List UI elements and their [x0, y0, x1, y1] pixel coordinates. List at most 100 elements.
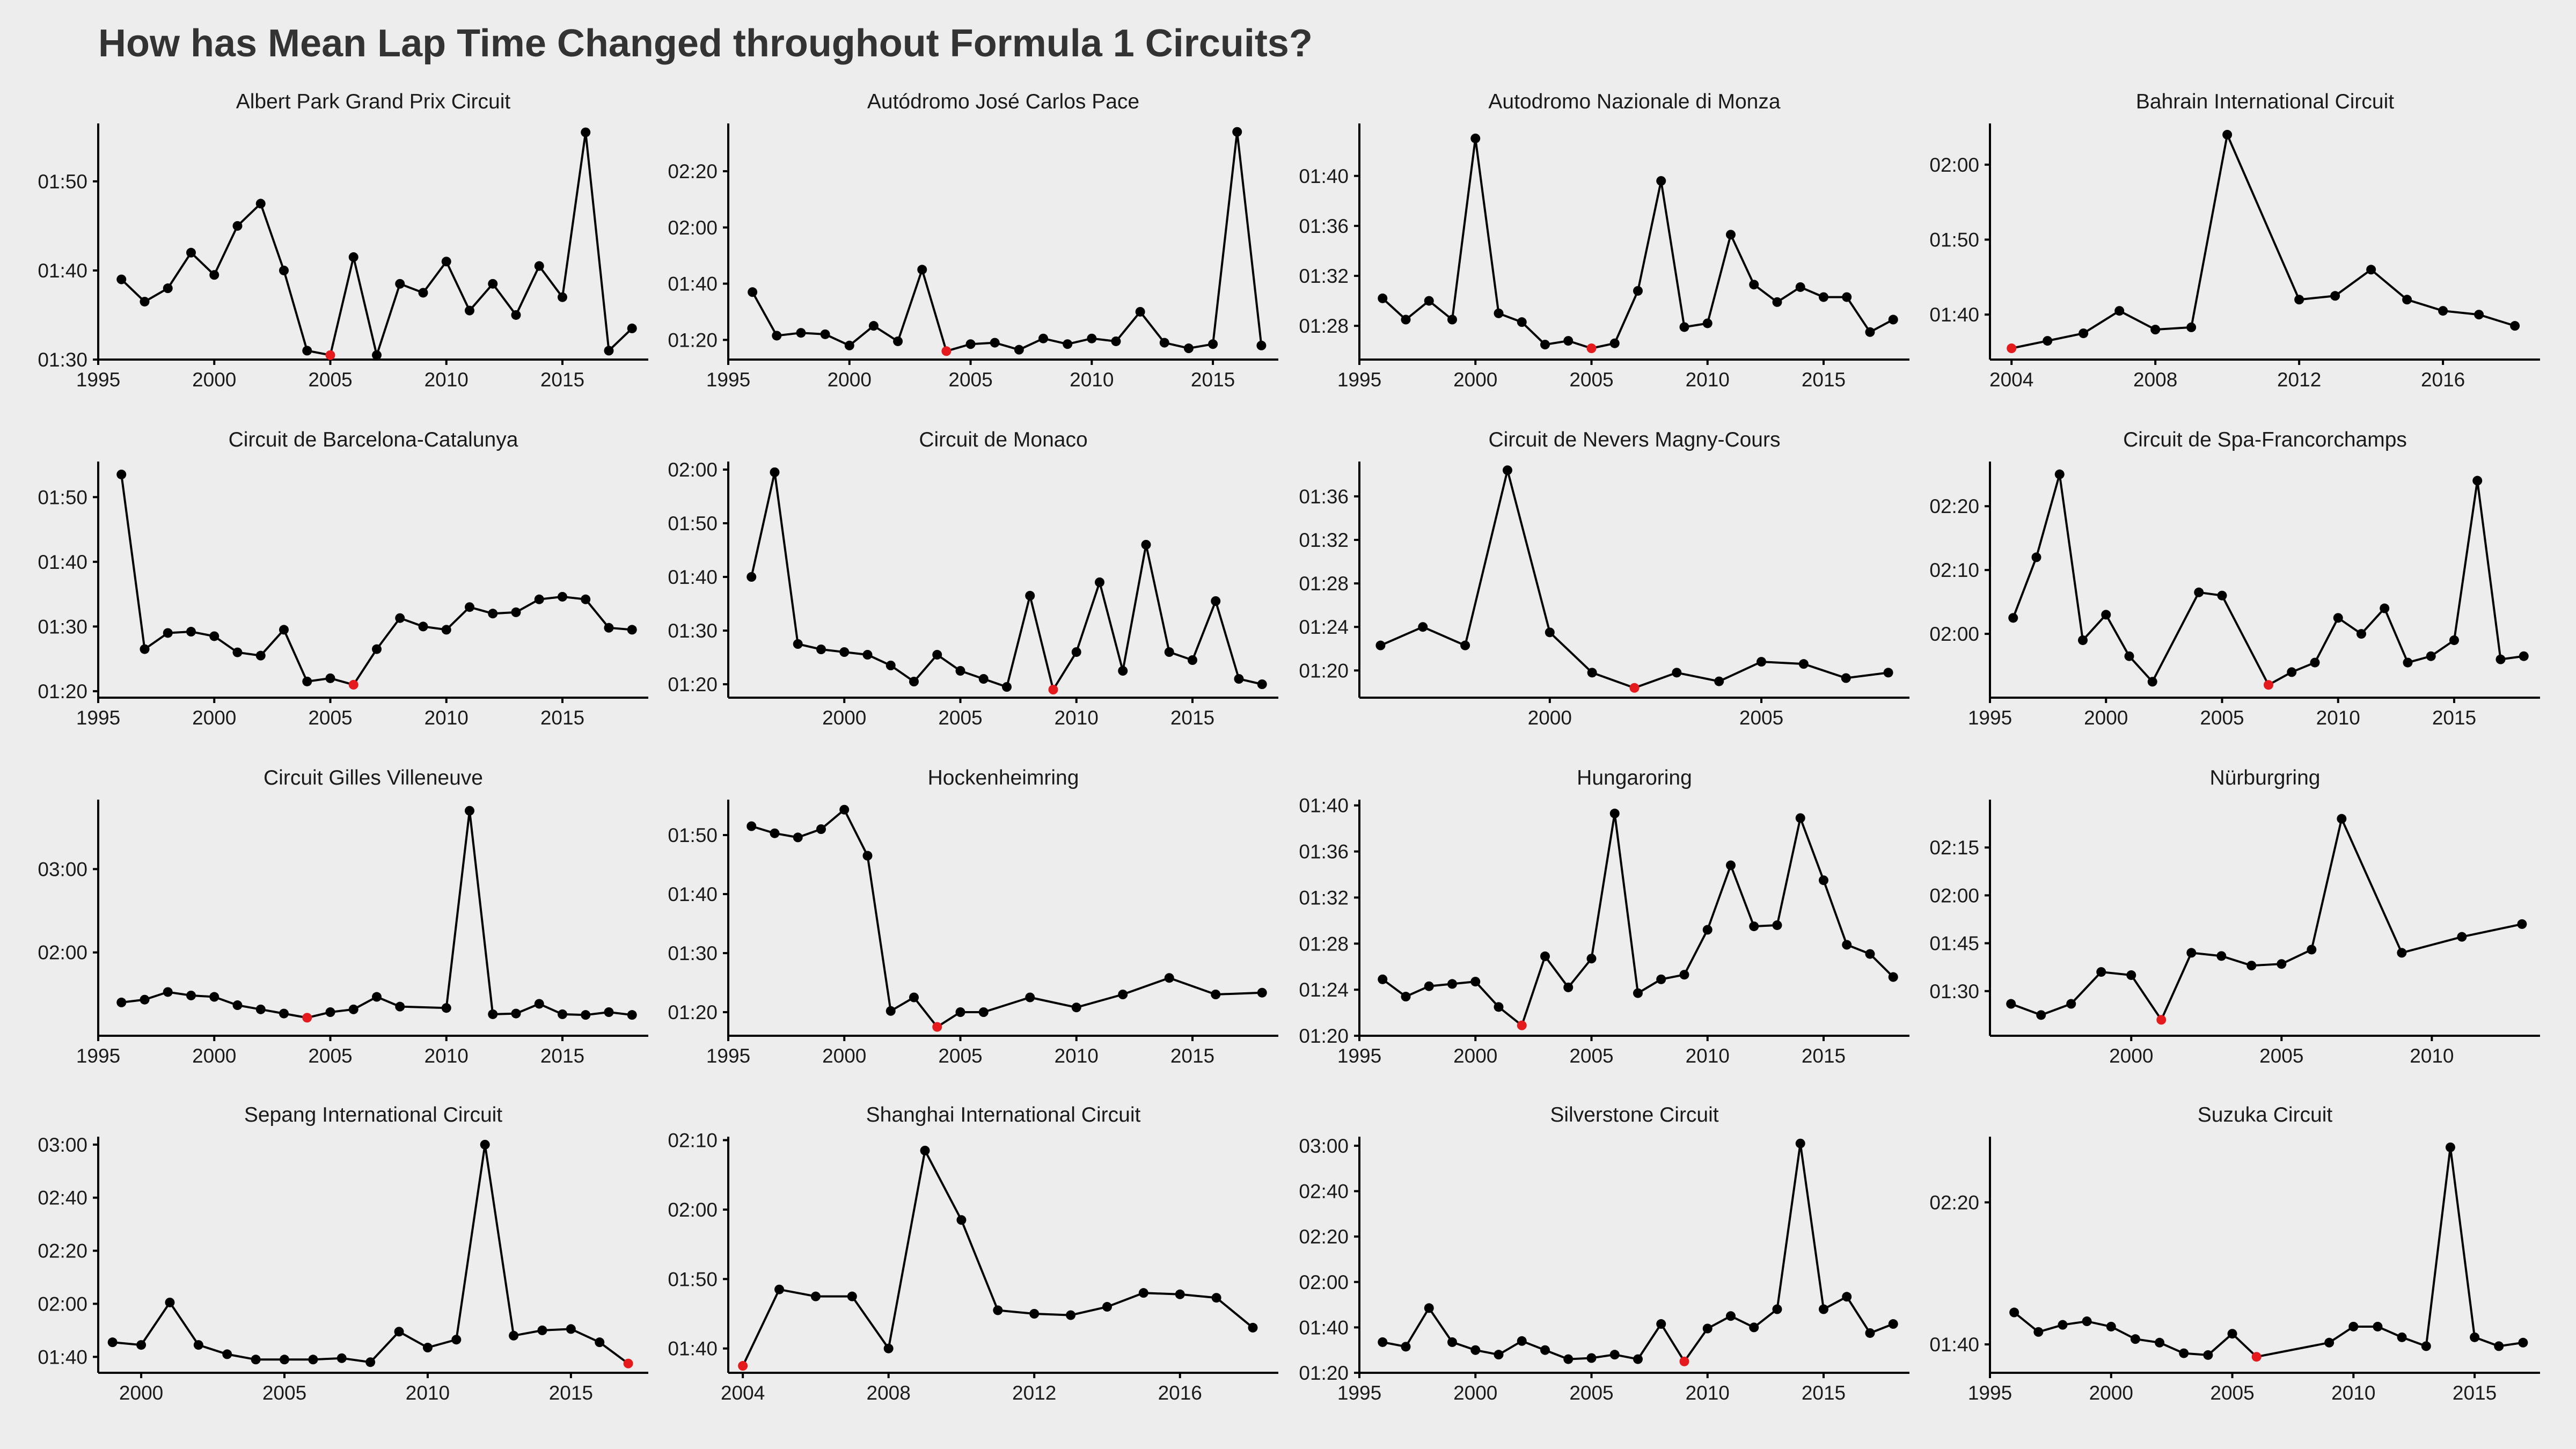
y-tick-label: 01:50 — [38, 171, 87, 193]
data-point — [348, 1004, 358, 1014]
data-point — [595, 1337, 605, 1348]
data-point — [2179, 1348, 2189, 1358]
data-point — [1586, 954, 1597, 964]
series-line — [750, 472, 1263, 693]
data-point — [2421, 1341, 2431, 1351]
data-point — [627, 1010, 637, 1020]
y-tick-label: 01:50 — [668, 824, 718, 846]
data-point — [1248, 1322, 1258, 1333]
data-point — [1563, 336, 1574, 346]
x-tick-label: 1995 — [706, 369, 750, 391]
data-point — [2307, 945, 2317, 955]
min-data-point — [2251, 1352, 2262, 1362]
data-point — [422, 1343, 433, 1353]
data-point — [2356, 629, 2366, 639]
data-point — [1257, 987, 1267, 998]
min-data-point — [932, 1022, 942, 1032]
x-tick-label: 2012 — [1012, 1382, 1056, 1404]
data-point — [774, 1284, 785, 1294]
facet-panel: Hungaroring 01:20 01:24 01:28 01:32 01:36 01:4… — [1299, 766, 1909, 1067]
data-point — [581, 1010, 591, 1020]
data-point — [1725, 1311, 1736, 1321]
data-point — [1401, 1342, 1411, 1352]
facet-panel: Circuit de Barcelona-Catalunya 01:20 01:30… — [38, 428, 648, 729]
data-point — [1883, 668, 1893, 678]
data-point — [2517, 919, 2527, 929]
x-tick-label: 1995 — [1968, 1382, 2012, 1404]
x-tick-label: 2010 — [2316, 707, 2360, 729]
data-point — [909, 992, 919, 1002]
data-point — [2186, 322, 2197, 332]
data-point — [1679, 970, 1689, 980]
data-point — [1378, 974, 1388, 984]
y-tick-label: 03:00 — [38, 1134, 87, 1156]
chart-title: How has Mean Lap Time Changed throughout… — [98, 22, 1313, 65]
data-point — [909, 677, 919, 686]
data-point — [1772, 920, 1782, 930]
data-point — [2031, 552, 2041, 562]
min-data-point — [1048, 685, 1058, 694]
y-tick-label: 01:30 — [668, 620, 718, 642]
data-point — [844, 340, 854, 350]
x-tick-label: 2005 — [948, 369, 992, 391]
facet-title: Circuit de Nevers Magny-Cours — [1488, 428, 1780, 451]
data-point — [1749, 1322, 1759, 1333]
data-point — [511, 310, 521, 320]
series-line — [1380, 470, 1889, 689]
data-point — [2438, 306, 2448, 316]
data-point — [2373, 1321, 2383, 1331]
data-point — [2426, 651, 2436, 661]
data-point — [232, 221, 243, 231]
x-tick-label: 2005 — [938, 1045, 982, 1067]
facet-title: Shanghai International Circuit — [866, 1103, 1141, 1126]
data-point — [2445, 1142, 2455, 1152]
y-tick-label: 01:40 — [1299, 165, 1349, 187]
y-tick-label: 01:28 — [1299, 315, 1349, 337]
data-point — [186, 990, 196, 1000]
data-point — [1164, 647, 1174, 657]
min-data-point — [1629, 683, 1640, 693]
series-line — [751, 131, 1263, 353]
data-point — [308, 1355, 318, 1365]
data-point — [395, 613, 405, 623]
data-point — [279, 1008, 289, 1019]
x-tick-label: 2005 — [1739, 707, 1783, 729]
facet-panel: Silverstone Circuit 01:20 01:40 02:00 02:20 0… — [1299, 1103, 1909, 1404]
x-tick-label: 2010 — [2331, 1382, 2375, 1404]
data-point — [1818, 292, 1828, 302]
data-point — [464, 602, 474, 612]
data-point — [1087, 333, 1097, 343]
min-data-point — [2263, 680, 2273, 690]
x-tick-label: 2000 — [192, 1045, 236, 1067]
facet-title: Circuit de Spa-Francorchamps — [2123, 428, 2407, 451]
data-point — [1094, 577, 1104, 587]
series-line — [2011, 131, 2515, 349]
data-point — [1609, 1350, 1620, 1360]
data-point — [2348, 1321, 2359, 1331]
data-point — [1702, 925, 1713, 935]
x-tick-label: 2005 — [938, 707, 982, 729]
data-point — [1888, 314, 1898, 325]
data-point — [116, 997, 127, 1007]
x-tick-label: 2010 — [1686, 369, 1730, 391]
facet-panel: Sepang International Circuit 01:40 02:00 02… — [38, 1103, 648, 1404]
data-point — [255, 199, 266, 209]
min-data-point — [1586, 343, 1597, 354]
data-point — [279, 265, 289, 275]
data-point — [1257, 679, 1267, 689]
data-point — [965, 339, 976, 349]
data-point — [1888, 1319, 1898, 1329]
data-point — [464, 305, 474, 316]
min-data-point — [325, 350, 335, 360]
data-point — [395, 1001, 405, 1012]
y-tick-label: 02:15 — [1929, 837, 1979, 859]
series-line — [120, 132, 633, 360]
data-point — [1502, 465, 1512, 475]
data-point — [1545, 627, 1555, 638]
x-tick-label: 2000 — [822, 707, 866, 729]
data-point — [1118, 990, 1128, 999]
data-point — [2474, 310, 2484, 320]
y-tick-label: 01:40 — [668, 1338, 718, 1360]
y-tick-label: 01:20 — [1299, 1025, 1349, 1047]
